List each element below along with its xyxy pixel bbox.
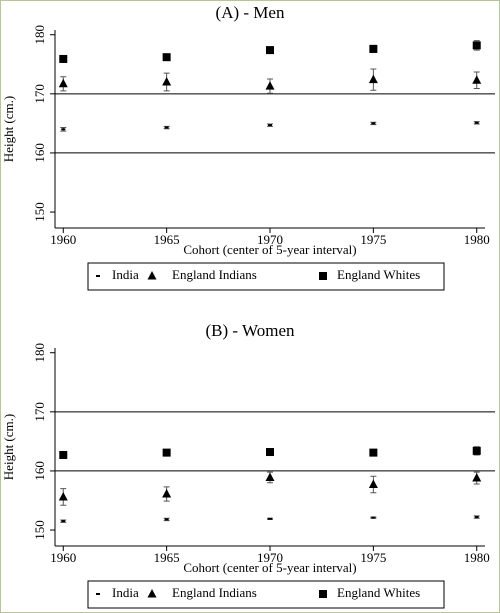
point xyxy=(474,516,479,519)
point xyxy=(265,81,275,90)
x-tick-label: 1970 xyxy=(257,232,283,247)
point xyxy=(59,54,68,63)
y-axis-label: Height (cm.) xyxy=(1,96,16,162)
x-tick-label: 1970 xyxy=(257,550,283,565)
x-tick-label: 1965 xyxy=(154,232,180,247)
legend-label: England Whites xyxy=(337,585,420,600)
point xyxy=(474,121,479,124)
point xyxy=(162,488,172,498)
legend-marker xyxy=(96,593,100,595)
point xyxy=(369,448,378,457)
point xyxy=(58,78,68,88)
legend-box xyxy=(87,580,445,609)
y-tick-label: 170 xyxy=(32,402,47,422)
legend-label: England Indians xyxy=(172,585,257,600)
point xyxy=(268,517,272,520)
y-tick-label: 150 xyxy=(32,520,47,540)
point xyxy=(61,520,66,523)
x-tick-label: 1965 xyxy=(154,550,180,565)
point xyxy=(162,77,172,86)
x-tick-label: 1960 xyxy=(50,232,76,247)
y-tick-label: 170 xyxy=(32,84,47,104)
legend-label: India xyxy=(112,267,139,282)
legend-label: India xyxy=(112,585,139,600)
y-tick-label: 180 xyxy=(32,25,47,45)
legend-label: England Whites xyxy=(337,267,420,282)
x-tick-label: 1975 xyxy=(360,232,386,247)
legend-marker xyxy=(319,590,327,598)
point xyxy=(58,491,68,501)
point xyxy=(266,46,274,55)
legend-label: England Indians xyxy=(172,267,257,282)
x-tick-label: 1980 xyxy=(464,550,490,565)
legend-marker xyxy=(96,275,100,277)
point xyxy=(472,41,481,50)
point xyxy=(266,448,274,457)
chart-title: (B) - Women xyxy=(206,321,295,340)
legend-marker xyxy=(147,589,157,598)
x-tick-label: 1960 xyxy=(50,550,76,565)
point xyxy=(371,122,376,125)
point xyxy=(472,446,481,455)
y-tick-label: 160 xyxy=(32,143,47,163)
point xyxy=(162,448,171,457)
chart-title: (A) - Men xyxy=(216,3,285,22)
y-axis-label: Height (cm.) xyxy=(1,414,16,480)
point xyxy=(164,126,169,129)
x-tick-label: 1980 xyxy=(464,232,490,247)
point xyxy=(368,479,378,489)
y-tick-label: 180 xyxy=(32,343,47,363)
point xyxy=(164,518,169,521)
point xyxy=(162,53,171,62)
point xyxy=(371,516,376,519)
y-tick-label: 160 xyxy=(32,461,47,481)
x-axis-label: Cohort (center of 5-year interval) xyxy=(183,242,356,257)
point xyxy=(61,128,66,131)
legend-marker xyxy=(147,271,157,280)
point xyxy=(268,124,272,127)
x-tick-label: 1975 xyxy=(360,550,386,565)
point xyxy=(59,450,68,459)
point xyxy=(369,44,378,53)
point xyxy=(472,473,482,482)
legend-marker xyxy=(319,272,327,280)
point xyxy=(472,75,482,84)
legend-box xyxy=(87,262,445,291)
y-tick-label: 150 xyxy=(32,202,47,222)
point xyxy=(265,472,275,481)
x-axis-label: Cohort (center of 5-year interval) xyxy=(183,560,356,575)
point xyxy=(368,74,378,84)
